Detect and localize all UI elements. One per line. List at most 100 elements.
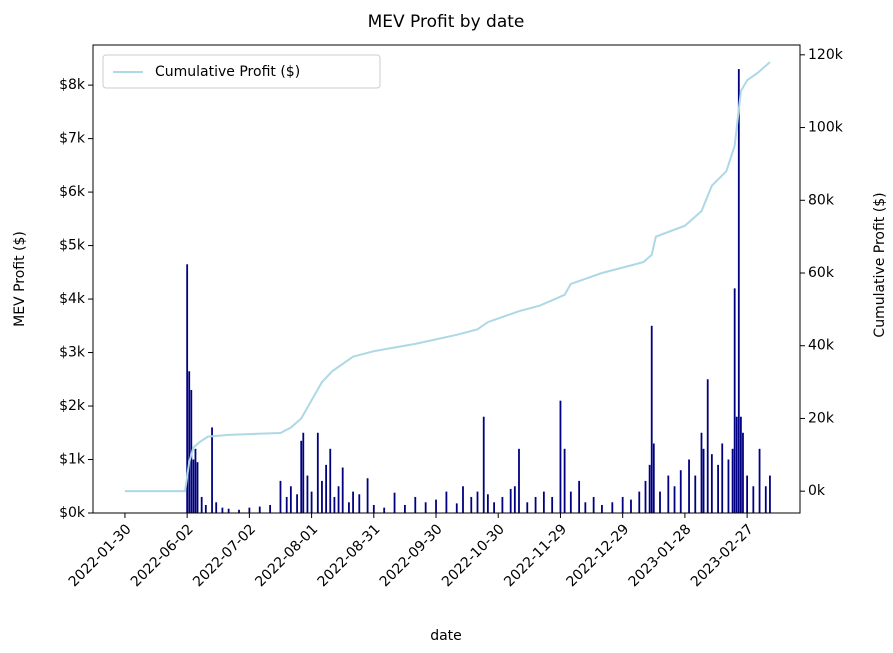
bar xyxy=(329,448,332,513)
y-tick-label: $0k xyxy=(59,505,86,521)
bar xyxy=(445,491,448,513)
bar xyxy=(462,486,464,513)
bar xyxy=(758,448,761,513)
bar xyxy=(221,507,224,513)
bar xyxy=(424,502,427,513)
bar xyxy=(238,509,240,513)
legend-box xyxy=(102,54,381,89)
bar xyxy=(493,502,495,513)
bar xyxy=(204,504,207,513)
bar xyxy=(188,371,191,513)
bar xyxy=(215,502,218,513)
bar xyxy=(739,416,742,513)
bar xyxy=(659,491,661,513)
y2-tick-label: 80k xyxy=(808,192,835,208)
bar xyxy=(648,464,651,513)
bar xyxy=(551,496,554,513)
bar xyxy=(300,440,303,513)
bar xyxy=(486,494,489,513)
y2-axis-label: Cumulative Profit ($) xyxy=(872,192,888,337)
bar xyxy=(341,467,344,513)
bar xyxy=(348,502,350,513)
bar xyxy=(285,496,288,513)
y-tick-label: $6k xyxy=(59,184,86,200)
bar xyxy=(673,486,676,513)
bar xyxy=(258,506,261,513)
y-tick-label: $7k xyxy=(59,131,86,147)
bar xyxy=(414,496,417,513)
bar xyxy=(518,448,520,513)
bar xyxy=(337,486,340,513)
y-tick-label: $3k xyxy=(59,345,86,361)
bar xyxy=(509,488,512,513)
bar xyxy=(592,496,595,513)
bar xyxy=(482,416,485,513)
bar xyxy=(611,502,614,513)
y2-tick-label: 20k xyxy=(808,410,835,426)
y2-tick-label: 120k xyxy=(808,47,844,63)
bar xyxy=(542,491,545,513)
bar xyxy=(727,459,730,513)
bar xyxy=(316,432,319,513)
bar xyxy=(652,443,655,513)
bar xyxy=(333,496,336,513)
bar xyxy=(200,496,203,513)
bar xyxy=(526,502,529,513)
bar xyxy=(710,454,713,513)
bar xyxy=(731,448,734,513)
y2-tick-label: 0k xyxy=(808,483,826,499)
bar xyxy=(310,491,313,513)
y2-tick-label: 100k xyxy=(808,120,844,136)
bar xyxy=(742,432,744,513)
bar xyxy=(194,448,197,513)
bar xyxy=(227,508,230,513)
bar xyxy=(559,400,562,513)
cumulative-line xyxy=(124,61,771,493)
bar xyxy=(752,486,755,513)
bar xyxy=(717,464,719,513)
bar xyxy=(630,499,632,513)
y-tick-label: $5k xyxy=(59,238,86,254)
y2-tick-label: 40k xyxy=(808,338,835,354)
plot-frame xyxy=(92,44,801,514)
bar xyxy=(366,478,369,513)
bar xyxy=(393,492,396,513)
bar xyxy=(563,448,566,513)
bar xyxy=(325,464,328,513)
bar xyxy=(638,491,641,513)
bar xyxy=(289,486,292,513)
bar xyxy=(769,475,771,513)
bar xyxy=(721,443,724,513)
bar xyxy=(578,480,581,513)
bar xyxy=(476,491,479,513)
bar xyxy=(196,462,199,513)
bar xyxy=(534,496,537,513)
bar xyxy=(302,432,305,513)
y2-tick-label: 60k xyxy=(808,265,835,281)
y-tick-label: $8k xyxy=(59,77,86,93)
bar xyxy=(296,494,298,513)
bar xyxy=(470,496,473,513)
bar xyxy=(601,504,603,513)
bar xyxy=(306,475,309,513)
bar xyxy=(279,480,282,513)
bar xyxy=(569,491,572,513)
bar xyxy=(644,480,647,513)
y-tick-label: $2k xyxy=(59,398,86,414)
chart-title: MEV Profit by date xyxy=(368,12,525,32)
legend-label: Cumulative Profit ($) xyxy=(155,64,300,80)
y-tick-label: $4k xyxy=(59,291,86,307)
x-axis-label: date xyxy=(430,628,462,644)
bar xyxy=(621,496,624,513)
bar xyxy=(192,459,195,513)
bar xyxy=(513,486,516,513)
bar xyxy=(352,491,354,513)
bar xyxy=(455,503,458,513)
y-tick-label: $1k xyxy=(59,452,86,468)
bar xyxy=(688,459,690,513)
bar xyxy=(735,416,738,513)
bar xyxy=(746,475,749,513)
bar xyxy=(733,288,736,513)
